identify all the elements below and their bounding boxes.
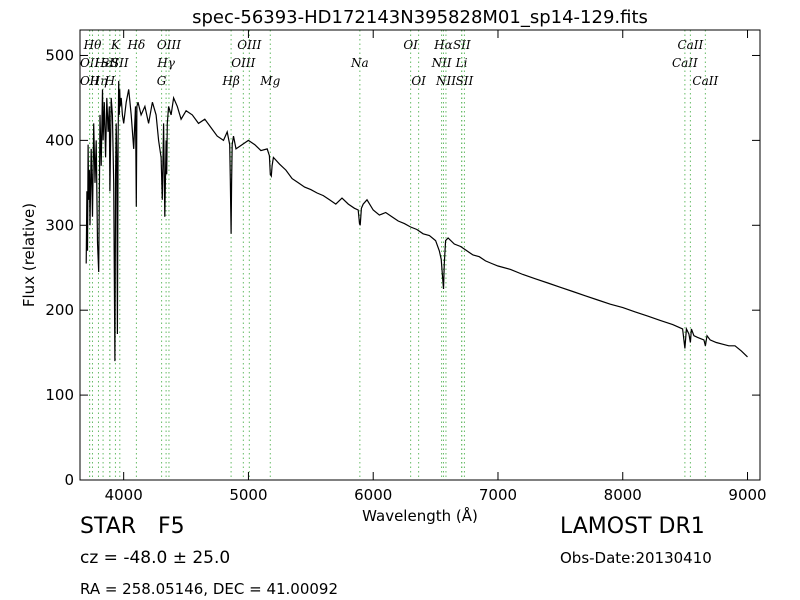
y-tick-label: 100 [45,386,74,404]
chart-title: spec-56393-HD172143N395828M01_sp14-129.f… [192,7,648,28]
emission-line-label: Hβ [221,74,239,88]
coordinates: RA = 258.05146, DEC = 41.00092 [80,580,339,598]
y-tick-label: 200 [45,301,74,319]
y-tick-label: 400 [45,131,74,149]
x-tick-label: 4000 [105,486,143,504]
emission-line-label: K [110,38,121,52]
y-axis-ticks: 0 100 200 300 400 500 [45,46,760,489]
emission-line-label: SII [456,74,474,88]
emission-line-label: G [157,74,167,88]
plot-frame [79,29,761,481]
emission-line-label: OIII [157,38,181,52]
x-axis-label: Wavelength (Å) [362,506,478,525]
emission-line-label: H [104,74,116,88]
x-tick-label: 9000 [728,486,766,504]
emission-line-label: Na [350,56,369,70]
emission-line-label: Hδ [127,38,146,52]
y-axis-label: Flux (relative) [20,203,38,307]
emission-line-label: SII [111,56,129,70]
emission-line-label: Hγ [156,56,175,70]
object-subclass: F5 [158,514,185,539]
x-tick-label: 8000 [604,486,642,504]
emission-line-label: NII [431,56,452,70]
emission-line-markers: OIIOIIHθHηHεSIIHKSIIHδGHγOIIIHβOIIIOIIIM… [80,30,719,480]
emission-line-label: OI [403,38,418,52]
object-class: STAR [80,514,137,539]
obs-date: Obs-Date:20130410 [560,549,712,567]
emission-line-label: NII [435,74,456,88]
redshift-text: cz = -48.0 ± 25.0 [80,548,231,568]
emission-line-label: OII [80,74,100,88]
y-tick-label: 300 [45,216,74,234]
emission-line-label: Mg [259,74,280,88]
emission-line-label: CaII [677,38,703,52]
emission-line-label: Hα [433,38,453,52]
y-tick-label: 0 [64,471,74,489]
emission-line-label: CaII [692,74,718,88]
x-tick-label: 5000 [229,486,267,504]
emission-line-label: OIII [237,38,261,52]
y-tick-label: 500 [45,46,74,64]
emission-line-label: Li [455,56,468,70]
x-tick-label: 7000 [479,486,517,504]
emission-line-label: OIII [231,56,255,70]
emission-line-label: Hε [94,56,112,70]
x-tick-label: 6000 [354,486,392,504]
x-axis-ticks: 4000 5000 6000 7000 8000 9000 [105,30,767,504]
spectrum-line [85,80,748,362]
object-class-line: STAR F5 [80,514,185,539]
survey-name: LAMOST DR1 [560,514,705,539]
emission-line-label: Hθ [83,38,102,52]
emission-line-label: OI [411,74,426,88]
emission-line-label: CaII [672,56,698,70]
